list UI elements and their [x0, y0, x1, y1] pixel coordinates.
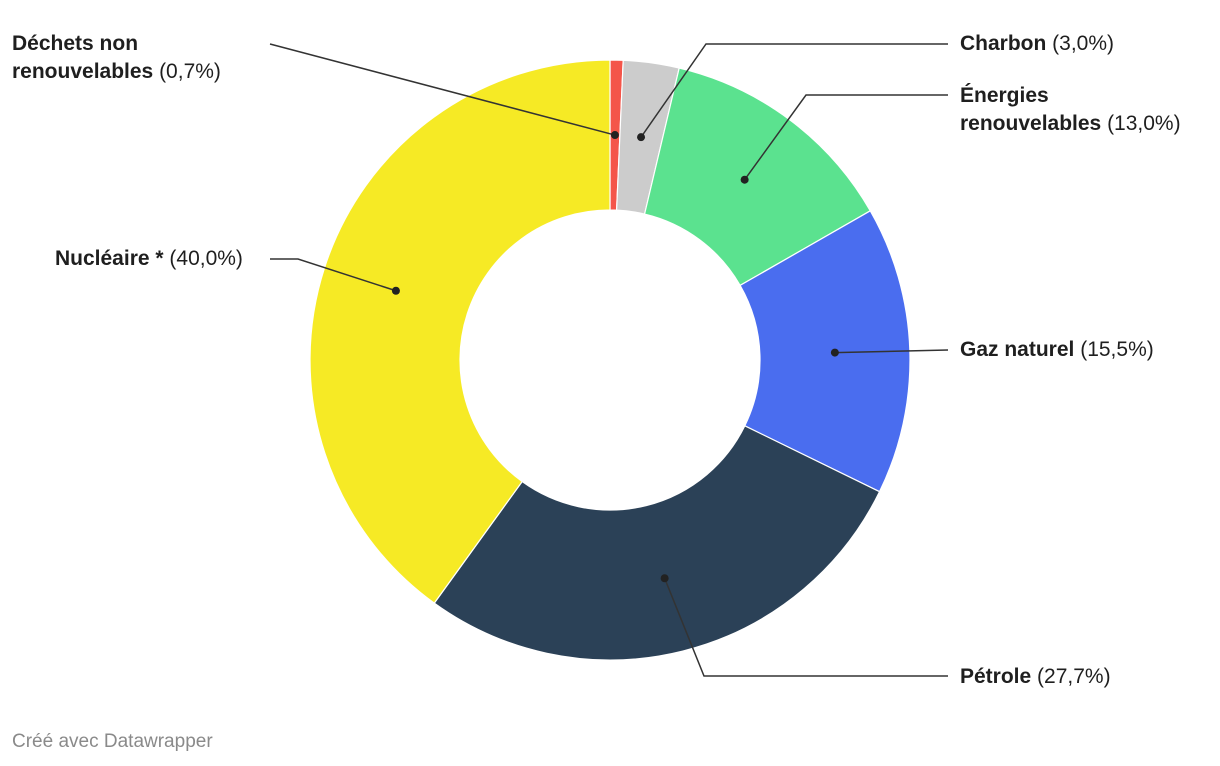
label-percent-petrole: (27,7%) [1031, 665, 1110, 688]
leader-dot-energies-renouvelables [740, 175, 749, 184]
label-percent-gaz-naturel: (15,5%) [1074, 338, 1153, 361]
credit-text: Créé avec Datawrapper [12, 731, 213, 752]
label-petrole: Pétrole (27,7%) [960, 665, 1111, 688]
label-name-dechets-non-renouvelables-2: renouvelables [12, 60, 153, 83]
label-name-petrole-1: Pétrole [960, 665, 1031, 688]
label-charbon: Charbon (3,0%) [960, 32, 1114, 55]
leader-lines [269, 43, 949, 677]
label-percent-energies-renouvelables: (13,0%) [1101, 112, 1180, 135]
label-percent-charbon: (3,0%) [1046, 32, 1114, 55]
leader-dot-charbon [637, 133, 646, 142]
label-percent-nucleaire: (40,0%) [164, 247, 243, 270]
slice-gaz-naturel [739, 209, 911, 493]
label-name-energies-renouvelables-2: renouvelables [960, 112, 1101, 135]
leader-line-dechets-non-renouvelables [269, 43, 616, 136]
label-name-charbon-1: Charbon [960, 32, 1046, 55]
leader-dot-nucleaire [391, 286, 400, 295]
label-dechets-non-renouvelables: Déchets non renouvelables (0,7%) [12, 32, 221, 83]
label-name-gaz-naturel-1: Gaz naturel [960, 338, 1074, 361]
donut-slices [309, 59, 911, 661]
leader-line-nucleaire [270, 258, 397, 292]
slice-petrole [433, 425, 881, 661]
label-energies-renouvelables: Énergies renouvelables (13,0%) [960, 84, 1181, 135]
leader-line-petrole [663, 577, 948, 677]
label-name-nucleaire-1: Nucléaire * [55, 247, 164, 270]
leader-dot-dechets-non-renouvelables [610, 131, 619, 140]
label-name-energies-renouvelables-1: Énergies [960, 84, 1049, 107]
leader-dot-gaz-naturel [830, 348, 839, 357]
leader-line-energies-renouvelables [744, 94, 948, 181]
label-nucleaire: Nucléaire * (40,0%) [55, 247, 243, 270]
label-percent-dechets-non-renouvelables: (0,7%) [153, 60, 221, 83]
slice-nucleaire [309, 59, 611, 604]
slice-labels: Déchets non renouvelables (0,7%) Charbon (… [12, 32, 1181, 688]
label-gaz-naturel: Gaz naturel (15,5%) [960, 338, 1154, 361]
leader-dot-petrole [660, 574, 669, 583]
leader-line-gaz-naturel [834, 349, 949, 354]
leader-line-charbon [640, 43, 948, 138]
label-name-dechets-non-renouvelables-1: Déchets non [12, 32, 138, 55]
